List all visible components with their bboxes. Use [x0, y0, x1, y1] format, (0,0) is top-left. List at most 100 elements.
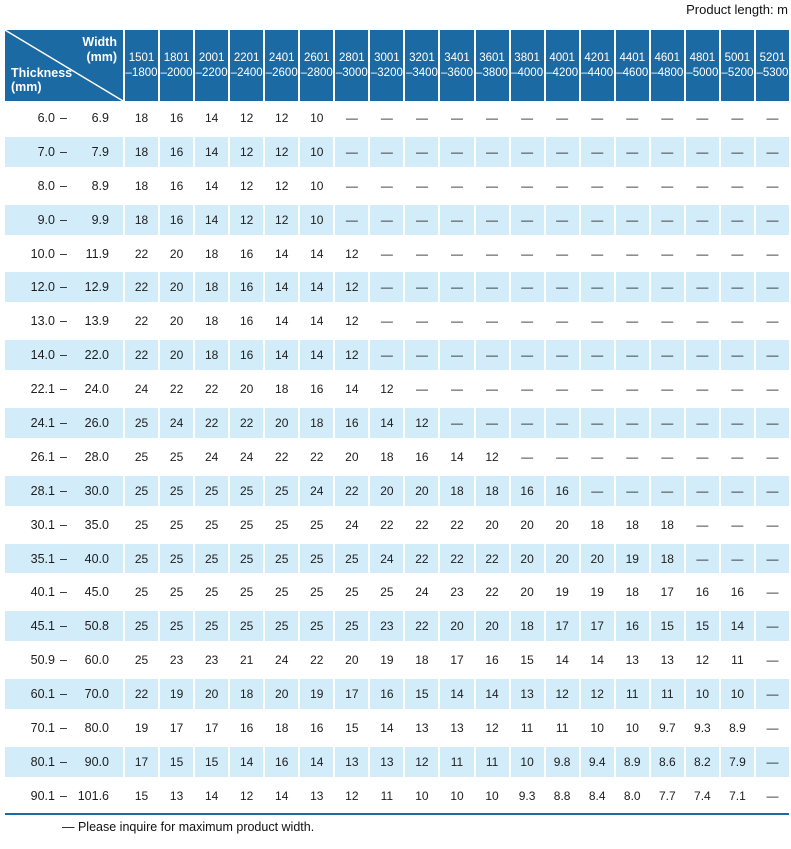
thickness-range-separator: –	[60, 144, 67, 159]
length-value-cell: 23	[204, 653, 219, 668]
dash-footnote: — Please inquire for maximum product wid…	[62, 820, 315, 834]
length-value-cell: —	[696, 178, 709, 193]
length-value-cell: 20	[169, 314, 184, 329]
length-value-cell: —	[440, 202, 474, 237]
length-value-cell: —	[766, 178, 779, 193]
length-value-cell: 16	[230, 338, 264, 373]
length-value-cell: —	[615, 270, 649, 305]
length-value-cell: 16	[169, 110, 184, 125]
length-value-cell: 18	[475, 473, 509, 508]
length-value-cell: 24	[160, 406, 194, 440]
length-value-cell: —	[510, 338, 544, 373]
length-value-cell: 14	[195, 134, 229, 169]
length-value-cell: 25	[265, 541, 299, 576]
length-value-cell: 16	[615, 609, 649, 644]
length-value-cell: —	[556, 246, 569, 261]
length-value-cell: 12	[230, 134, 264, 169]
length-value-cell: 19	[590, 585, 604, 600]
length-value-cell: 25	[160, 473, 194, 508]
length-value-cell: —	[685, 202, 719, 237]
length-value-cell: —	[661, 178, 674, 193]
length-value-cell: 25	[195, 541, 229, 576]
length-value-cell: —	[380, 110, 393, 125]
width-axis-label-line2: (mm)	[86, 49, 117, 64]
width-range-top: 4601	[654, 51, 681, 64]
length-value-cell: 20	[485, 517, 499, 532]
length-value-cell: 15	[650, 609, 684, 644]
length-value-cell: 11	[731, 653, 744, 668]
width-range-top: 4001	[549, 51, 575, 64]
length-value-cell: 11	[440, 744, 474, 779]
width-range-top: 2401	[268, 51, 295, 64]
thickness-min: 8.0	[37, 178, 55, 193]
length-value-cell: 17	[335, 677, 369, 712]
length-value-cell: 10	[485, 788, 499, 803]
thickness-range-cell: 50.9– 60.0	[5, 643, 123, 677]
length-value-cell: 25	[275, 517, 289, 532]
width-range-bottom: –2200	[195, 66, 228, 79]
length-value-cell: 10	[625, 720, 639, 735]
width-range-bottom: –3000	[335, 66, 368, 79]
width-column-header: 3401 –3600	[440, 30, 474, 101]
length-value-cell: —	[486, 178, 499, 193]
length-value-cell: 8.4	[588, 788, 606, 803]
length-value-cell: 19	[160, 677, 194, 712]
length-value-cell: —	[450, 178, 463, 193]
length-value-cell: 16	[169, 178, 184, 193]
length-value-cell: 14	[204, 788, 219, 803]
thickness-range-cell: 26.1– 28.0	[5, 440, 123, 474]
length-value-cell: —	[545, 202, 579, 237]
length-value-cell: —	[755, 338, 789, 373]
length-value-cell: —	[521, 314, 534, 329]
width-column-header: 4001 –4200	[545, 30, 579, 101]
thickness-max: 24.0	[84, 382, 109, 397]
length-value-cell: 10	[300, 134, 334, 169]
diagonal-divider-line	[5, 30, 123, 101]
length-value-cell: —	[475, 270, 509, 305]
length-value-cell: —	[755, 744, 789, 779]
length-value-cell: 19	[134, 720, 149, 735]
length-value-cell: 23	[169, 653, 184, 668]
width-column-header: 4201 –4400	[580, 30, 614, 101]
width-column-header: 5201 –5300	[755, 30, 789, 101]
width-column-header: 3801 –4000	[510, 30, 544, 101]
length-value-cell: 20	[580, 541, 614, 576]
length-value-cell: —	[591, 382, 604, 397]
length-value-cell: 8.9	[615, 744, 649, 779]
length-value-cell: —	[720, 338, 754, 373]
thickness-max: 30.0	[84, 483, 109, 498]
length-value-cell: 25	[125, 406, 159, 440]
length-value-cell: 14	[345, 382, 359, 397]
width-range-bottom: –3200	[370, 66, 403, 79]
length-value-cell: 14	[370, 406, 404, 440]
width-column-header: 2001 –2200	[195, 30, 229, 101]
length-value-cell: 11	[520, 720, 534, 735]
length-value-cell: —	[556, 382, 569, 397]
length-value-cell: —	[475, 202, 509, 237]
length-value-cell: 10	[685, 677, 719, 712]
length-value-cell: 14	[440, 677, 474, 712]
length-value-cell: 12	[240, 110, 254, 125]
length-value-cell: —	[755, 473, 789, 508]
thickness-range-separator: –	[60, 178, 67, 193]
thickness-range-cell: 24.1– 26.0	[5, 406, 123, 440]
thickness-range-cell: 35.1– 40.0	[5, 541, 123, 576]
length-value-cell: —	[510, 270, 544, 305]
length-value-cell: 18	[650, 541, 684, 576]
length-value-cell: —	[696, 110, 709, 125]
length-value-cell: 18	[195, 338, 229, 373]
length-value-cell: —	[440, 270, 474, 305]
length-value-cell: —	[486, 246, 499, 261]
length-value-cell: 20	[195, 677, 229, 712]
length-value-cell: 10	[415, 788, 429, 803]
thickness-min: 7.0	[37, 144, 55, 159]
length-value-cell: —	[766, 585, 779, 600]
thickness-range-cell: 28.1– 30.0	[5, 473, 123, 508]
length-value-cell: 20	[169, 246, 184, 261]
length-value-cell: 20	[520, 517, 534, 532]
length-value-cell: —	[731, 517, 744, 532]
length-value-cell: 25	[125, 541, 159, 576]
length-value-cell: —	[440, 134, 474, 169]
length-value-cell: 12	[695, 653, 710, 668]
length-value-cell: 22	[485, 585, 499, 600]
